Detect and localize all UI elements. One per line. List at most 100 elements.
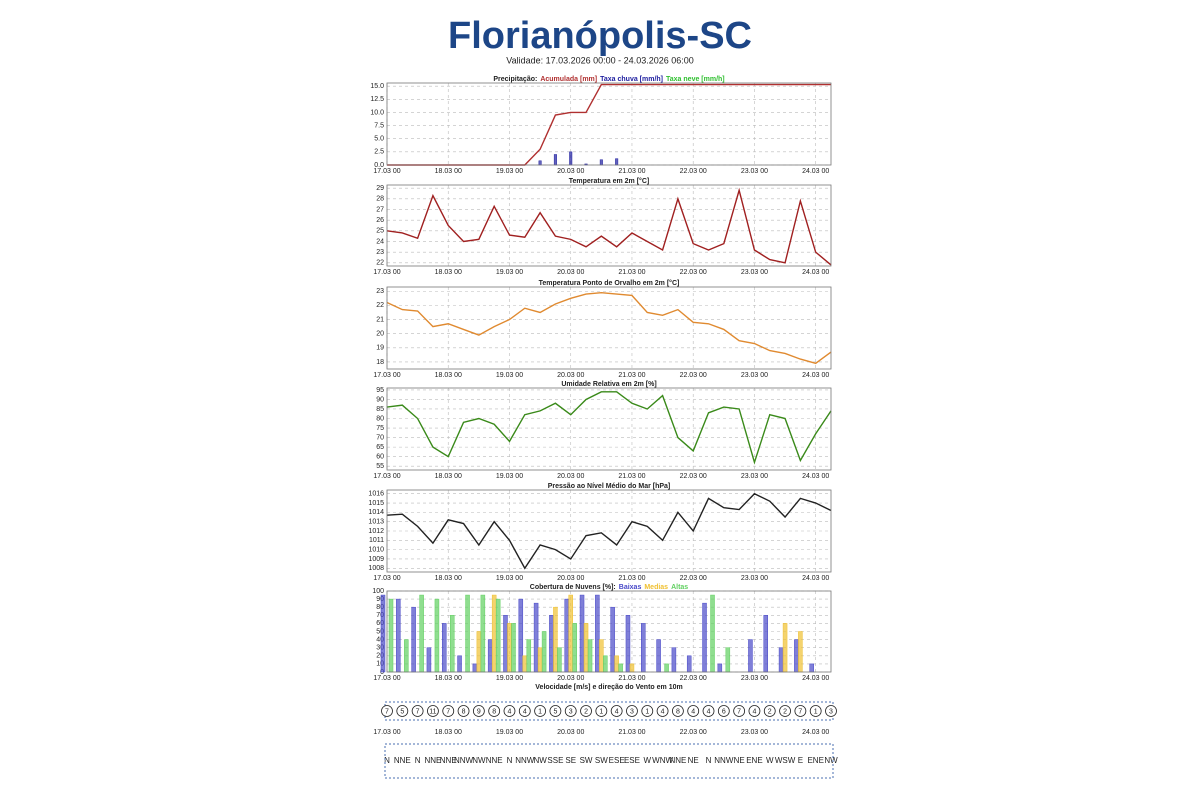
wind-speed-marker <box>671 705 684 717</box>
wind-direction: ESE <box>624 756 640 765</box>
wind-speed-marker <box>748 705 761 717</box>
bar <box>569 151 573 166</box>
y-tick-label: 2.5 <box>374 149 384 156</box>
x-tick-label: 17.03 00 <box>373 372 400 379</box>
y-tick-label: 100 <box>372 588 384 595</box>
wind-direction: E <box>798 756 803 765</box>
bar <box>583 623 589 673</box>
bar <box>472 663 478 673</box>
wind-speed-label: 4 <box>691 708 695 715</box>
plot-border <box>386 286 832 370</box>
x-tick-label: 22.03 00 <box>680 575 707 582</box>
wind-speed-marker <box>809 705 822 717</box>
wind-speed-marker <box>626 705 638 717</box>
x-tick-label: 23.03 00 <box>741 729 768 736</box>
bar <box>476 631 482 673</box>
bar <box>763 615 769 673</box>
wind-speed-marker <box>503 705 516 717</box>
x-tick-label: 22.03 00 <box>680 372 707 379</box>
wind-direction: ESE <box>609 756 625 765</box>
wind-speed-label: 1 <box>599 708 603 715</box>
bar <box>495 598 501 673</box>
x-tick-label: 21.03 00 <box>618 372 645 379</box>
x-tick-label: 19.03 00 <box>496 269 523 276</box>
wind-speed-label: 1 <box>645 708 649 715</box>
wind-direction: N <box>384 756 390 765</box>
wind-direction: W <box>643 756 651 765</box>
x-tick-label: 18.03 00 <box>435 269 462 276</box>
page-title: Florianópolis-SC <box>448 15 752 57</box>
bar <box>380 594 386 673</box>
wind-direction: WNW <box>652 756 673 765</box>
x-tick-label: 17.03 00 <box>373 269 400 276</box>
y-tick-label: 95 <box>376 387 384 394</box>
wind-speed-label: 8 <box>492 708 496 715</box>
y-tick-label: 26 <box>376 217 384 224</box>
x-tick-label: 20.03 00 <box>557 372 584 379</box>
wind-speed-label: 1 <box>814 708 818 715</box>
bar <box>457 655 462 673</box>
legend-entry: Taxa neve [mm/h] <box>666 76 725 83</box>
y-tick-label: 1016 <box>368 491 384 498</box>
x-tick-label: 23.03 00 <box>741 473 768 480</box>
legend-entry: Acumulada [mm] <box>540 76 597 83</box>
wind-speed-label: 8 <box>462 708 466 715</box>
bar <box>396 598 401 673</box>
y-tick-label: 1013 <box>368 519 384 526</box>
legend-entry: Baixas <box>619 584 642 591</box>
wind-speed-marker <box>396 705 409 717</box>
y-tick-label: 5.0 <box>374 136 384 143</box>
wind-direction: SE <box>565 756 576 765</box>
wind-speed-label: 4 <box>752 708 756 715</box>
bar <box>503 615 508 673</box>
bar <box>595 594 600 673</box>
x-tick-label: 17.03 00 <box>373 729 400 736</box>
bar <box>702 602 707 673</box>
wind-speed-marker <box>610 705 623 717</box>
y-tick-label: 60 <box>376 620 384 627</box>
wind-speed-label: 7 <box>416 708 420 715</box>
chart-title: Cobertura de Nuvens [%]: Baixas Medias Alta… <box>530 584 689 591</box>
bar <box>511 623 516 673</box>
bar <box>717 663 723 673</box>
wind-speed-marker <box>549 705 562 717</box>
wind-direction: NNW <box>714 756 734 765</box>
chart-title: Pressão ao Nível Médio do Mar [hPa] <box>548 483 671 490</box>
wind-speed-marker <box>472 705 485 717</box>
y-tick-label: 19 <box>376 345 384 352</box>
wind-speed-label: 8 <box>676 708 680 715</box>
wind-speed-marker <box>733 705 746 717</box>
x-tick-label: 24.03 00 <box>802 575 829 582</box>
bar <box>641 623 646 673</box>
wind-direction: WSW <box>775 756 796 765</box>
x-tick-label: 23.03 00 <box>741 575 768 582</box>
y-tick-label: 12.5 <box>370 96 384 103</box>
y-tick-label: 1008 <box>368 565 384 572</box>
y-tick-label: 80 <box>376 415 384 422</box>
wind-direction: NNW <box>454 756 474 765</box>
x-tick-label: 18.03 00 <box>435 729 462 736</box>
bar <box>725 647 731 673</box>
bar <box>388 598 394 673</box>
y-tick-label: 0.0 <box>374 162 384 169</box>
wind-speed-marker <box>457 705 470 717</box>
wind-speed-marker <box>641 705 654 717</box>
bar <box>671 647 677 673</box>
bar <box>533 602 539 673</box>
wind-speed-label: 2 <box>768 708 772 715</box>
y-tick-label: 29 <box>376 185 384 192</box>
plot-border <box>386 387 832 471</box>
wind-speed-marker <box>442 705 455 717</box>
wind-speed-marker <box>580 705 592 717</box>
y-tick-label: 27 <box>376 206 384 213</box>
chart-title: Velocidade [m/s] e direção do Vento em 1… <box>535 684 682 691</box>
bar <box>625 615 631 673</box>
x-tick-label: 23.03 00 <box>741 269 768 276</box>
wind-direction: NW <box>533 756 547 765</box>
wind-speed-label: 2 <box>584 708 588 715</box>
bar <box>441 623 447 673</box>
bar <box>541 631 547 673</box>
bar <box>522 655 528 673</box>
